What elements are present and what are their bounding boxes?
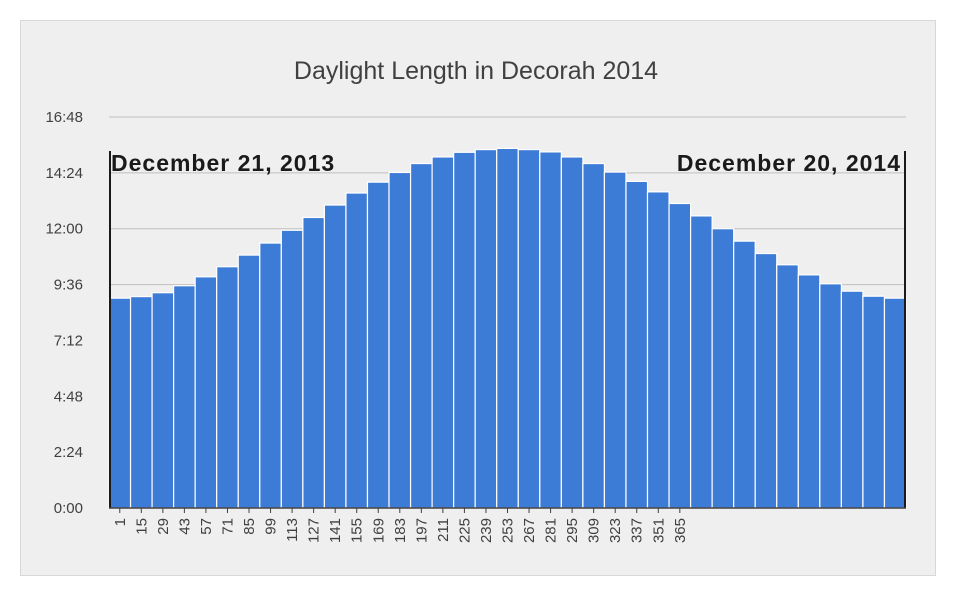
y-tick-label: 4:48	[54, 388, 83, 405]
bar	[776, 264, 799, 509]
bar	[194, 276, 218, 509]
bar	[711, 228, 735, 509]
bar	[173, 285, 196, 509]
y-tick-label: 0:00	[54, 500, 83, 517]
bar	[625, 180, 649, 509]
x-tick-label: 211	[435, 518, 452, 542]
bar	[603, 171, 627, 509]
x-tick-label: 365	[672, 518, 689, 543]
bar	[453, 151, 476, 509]
bar	[733, 240, 756, 509]
bar	[646, 191, 670, 509]
y-tick-label: 9:36	[54, 277, 83, 294]
x-tick-label: 225	[456, 518, 473, 543]
x-tick-label: 323	[607, 518, 624, 543]
bar	[108, 297, 132, 509]
bar	[840, 290, 864, 509]
bars	[108, 147, 907, 509]
x-tick-label: 351	[650, 518, 667, 543]
bar	[754, 252, 778, 509]
x-tick-label: 309	[586, 518, 603, 543]
bar	[216, 266, 239, 509]
chart-frame: Daylight Length in Decorah 2014 0:00 2:24…	[20, 20, 936, 576]
x-tick-label: 57	[198, 518, 215, 535]
chart-svg: Daylight Length in Decorah 2014 0:00 2:24…	[45, 57, 907, 543]
x-tick-label: 239	[478, 518, 495, 543]
bar	[668, 202, 692, 509]
x-tick-label: 141	[327, 518, 344, 543]
bar	[280, 229, 304, 509]
bar	[259, 242, 282, 509]
x-tick-label: 113	[284, 518, 301, 542]
bar	[819, 283, 842, 509]
bar	[366, 181, 390, 509]
x-axis-ticks: 1 15 29 43 57 71 85 99 113 127 141 155 169 183 197 211 2…	[112, 508, 689, 543]
bar	[237, 254, 261, 509]
bar	[560, 156, 584, 509]
bar	[797, 274, 821, 509]
bar	[409, 162, 433, 509]
x-tick-label: 169	[370, 518, 387, 543]
bar	[496, 147, 519, 509]
bar	[883, 297, 907, 509]
y-tick-label: 2:24	[54, 444, 83, 461]
bar	[689, 215, 713, 509]
bar	[474, 148, 498, 509]
bar	[582, 162, 606, 509]
y-tick-label: 7:12	[54, 332, 83, 349]
bar	[151, 292, 175, 509]
x-tick-label: 71	[219, 518, 236, 535]
y-tick-label: 16:48	[45, 109, 83, 126]
x-tick-label: 267	[521, 518, 538, 543]
x-tick-label: 99	[263, 518, 280, 535]
x-tick-label: 127	[306, 518, 323, 543]
x-tick-label: 197	[413, 518, 430, 543]
bar	[388, 171, 412, 509]
y-axis-ticks: 0:00 2:24 4:48 7:12 9:36 12:00 14:24 16:48	[45, 109, 83, 517]
bar	[345, 192, 369, 509]
x-tick-label: 15	[133, 518, 150, 535]
bar	[323, 204, 347, 509]
y-tick-label: 12:00	[45, 221, 83, 238]
y-tick-label: 14:24	[45, 165, 83, 182]
x-tick-label: 29	[155, 518, 172, 535]
bar	[539, 151, 562, 509]
bar	[129, 295, 153, 509]
x-tick-label: 253	[500, 518, 517, 543]
x-tick-label: 1	[112, 518, 129, 526]
x-tick-label: 155	[349, 518, 366, 543]
x-tick-label: 337	[629, 518, 646, 543]
annotation-end-date: December 20, 2014	[677, 150, 901, 176]
x-tick-label: 281	[543, 518, 560, 543]
annotation-start-date: December 21, 2013	[111, 150, 335, 176]
x-tick-label: 183	[392, 518, 409, 543]
x-tick-label: 85	[241, 518, 258, 535]
bar	[431, 156, 455, 509]
x-tick-label: 43	[176, 518, 193, 535]
chart-title: Daylight Length in Decorah 2014	[294, 57, 658, 85]
x-tick-label: 295	[564, 518, 581, 543]
bar	[862, 295, 886, 509]
bar	[517, 148, 541, 509]
bar	[302, 216, 326, 509]
date-markers	[109, 151, 906, 508]
